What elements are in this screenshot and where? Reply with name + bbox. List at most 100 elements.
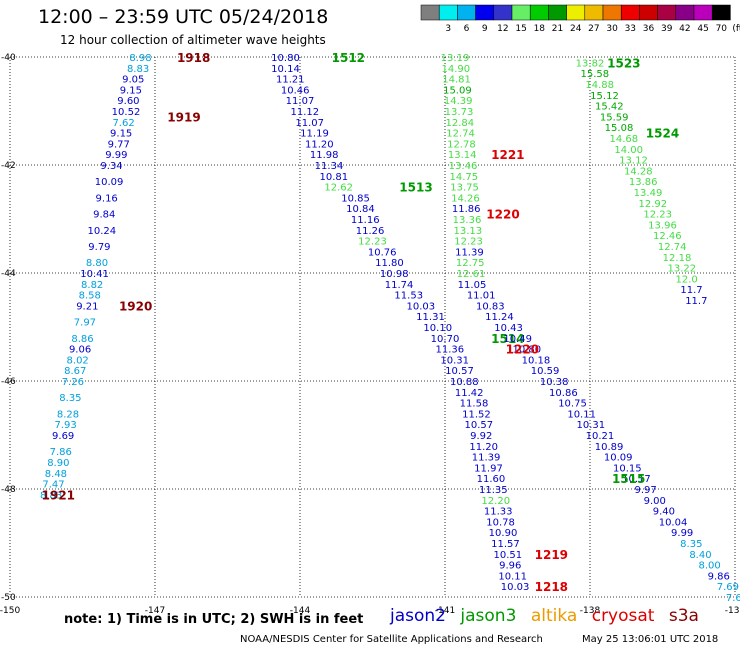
color-scale-label: 12 (497, 24, 508, 34)
swh-value-label: 8.00 (698, 561, 720, 572)
swh-value-label: 13.22 (668, 264, 697, 275)
swh-value-label: 10.18 (522, 355, 551, 366)
swh-value-label: 10.75 (558, 399, 587, 410)
swh-value-label: 13.75 (450, 183, 479, 194)
swh-value-label: 10.83 (476, 301, 505, 312)
swh-value-label: 10.03 (501, 582, 530, 593)
color-scale-label: 45 (697, 24, 708, 34)
swh-value-label: 11.34 (315, 161, 344, 172)
swh-value-label: 9.40 (653, 507, 675, 518)
swh-value-label: 12.74 (446, 129, 475, 140)
y-tick-label: -42 (1, 161, 16, 171)
swh-value-label: 12.78 (447, 139, 476, 150)
swh-value-label: 7.97 (74, 318, 96, 329)
swh-value-label: 14.90 (441, 64, 470, 75)
y-tick-label: -40 (1, 53, 16, 63)
time-label: 1524 (646, 127, 679, 141)
x-tick-label: -150 (0, 606, 20, 616)
swh-value-label: 10.81 (320, 172, 349, 183)
swh-value-label: 11.20 (305, 139, 334, 150)
time-label: 1218 (535, 580, 568, 594)
color-scale-swatch (693, 4, 713, 21)
x-tick-label: -147 (145, 606, 165, 616)
swh-value-label: 10.41 (80, 269, 109, 280)
swh-value-label: 15.12 (590, 91, 619, 102)
swh-value-label: 11.80 (375, 258, 404, 269)
swh-value-label: 8.02 (67, 355, 89, 366)
legend-cryosat: cryosat (591, 606, 655, 626)
swh-value-label: 10.09 (95, 177, 124, 188)
swh-value-label: 14.28 (624, 166, 653, 177)
color-scale-label: 15 (515, 24, 526, 34)
swh-value-label: 10.98 (380, 269, 409, 280)
satellite-legend: jason2 jason3 altika cryosat s3a (390, 606, 708, 626)
color-scale-swatch (438, 4, 458, 21)
color-scale-label: 21 (552, 24, 563, 34)
swh-value-label: 11.7 (685, 296, 707, 307)
swh-value-label: 10.49 (503, 334, 532, 345)
color-scale-label: 36 (643, 24, 655, 34)
swh-value-label: 13.13 (453, 226, 482, 237)
swh-value-label: 11.57 (491, 539, 520, 550)
swh-value-label: 11.24 (485, 312, 514, 323)
swh-value-label: 12.62 (324, 183, 353, 194)
swh-value-label: 8.86 (71, 334, 93, 345)
swh-value-label: 11.05 (458, 280, 487, 291)
swh-value-label: 10.09 (604, 453, 633, 464)
swh-value-label: 14.39 (444, 96, 473, 107)
swh-value-label: 11.16 (351, 215, 380, 226)
swh-value-label: 9.92 (470, 431, 492, 442)
time-label: 1918 (177, 51, 210, 65)
swh-value-label: 11.60 (477, 474, 506, 485)
swh-value-label: 10.31 (576, 420, 605, 431)
swh-value-label: 10.84 (346, 204, 375, 215)
swh-value-label: 12.84 (445, 118, 474, 129)
swh-value-label: 10.89 (595, 442, 624, 453)
swh-value-label: 10.14 (271, 64, 300, 75)
time-label: 1920 (119, 299, 152, 313)
swh-value-label: 9.84 (93, 210, 115, 221)
color-scale-label: 3 (445, 24, 451, 34)
color-scale-label: 42 (679, 24, 690, 34)
color-scale-swatch (475, 4, 495, 21)
color-scale-label: 70 (716, 24, 728, 34)
x-tick-label: -141 (435, 606, 455, 616)
time-label: 1523 (607, 56, 640, 70)
x-tick-label: -138 (580, 606, 601, 616)
swh-value-label: 9.15 (110, 129, 132, 140)
time-label: 1921 (42, 488, 75, 502)
swh-value-label: 11.53 (394, 291, 423, 302)
swh-value-label: 10.11 (498, 571, 527, 582)
swh-value-label: 14.81 (442, 75, 471, 86)
credit-line: NOAA/NESDIS Center for Satellite Applica… (240, 634, 543, 645)
swh-value-label: 8.82 (81, 280, 103, 291)
time-label: 1919 (167, 110, 200, 124)
swh-value-label: 8.98 (129, 53, 151, 64)
swh-value-label: 9.96 (499, 561, 521, 572)
swh-value-label: 10.46 (281, 85, 310, 96)
swh-value-label: 12.23 (454, 237, 483, 248)
swh-value-label: 11.12 (291, 107, 320, 118)
swh-value-label: 11.97 (474, 463, 503, 474)
y-tick-label: -50 (1, 593, 16, 603)
swh-value-label: 9.77 (108, 139, 130, 150)
swh-value-label: 9.05 (122, 75, 144, 86)
swh-value-label: 7.60 (726, 593, 740, 604)
swh-value-label: 12.61 (457, 269, 486, 280)
swh-value-label: 14.68 (610, 134, 639, 145)
swh-value-label: 10.80 (271, 53, 300, 64)
color-scale-swatch (493, 4, 513, 21)
swh-value-label: 11.36 (436, 345, 465, 356)
swh-value-label: 9.60 (117, 96, 139, 107)
swh-value-label: 13.12 (619, 156, 648, 167)
swh-value-label: 13.19 (441, 53, 470, 64)
swh-value-label: 9.97 (634, 485, 656, 496)
swh-value-label: 10.57 (465, 420, 494, 431)
swh-value-label: 10.57 (445, 366, 474, 377)
legend-jason2: jason2 (390, 606, 446, 626)
swh-value-label: 8.67 (64, 366, 86, 377)
swh-value-label: 12.0 (676, 274, 698, 285)
swh-value-label: 15.09 (443, 85, 472, 96)
swh-value-label: 8.58 (79, 291, 101, 302)
